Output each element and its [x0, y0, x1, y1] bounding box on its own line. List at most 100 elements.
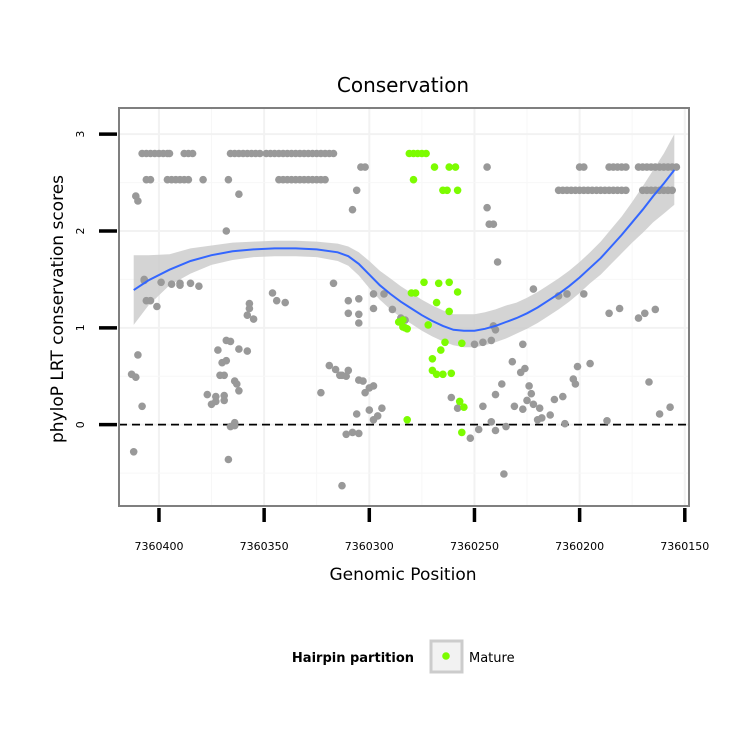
y-axis: 0 1 2 3: [74, 131, 117, 428]
point: [641, 309, 649, 318]
point-mature: [458, 339, 466, 348]
point: [523, 396, 531, 405]
point-mature: [394, 318, 403, 326]
point: [550, 395, 559, 404]
point: [224, 455, 233, 464]
point: [272, 296, 281, 305]
point: [338, 481, 346, 490]
point: [352, 410, 361, 418]
point: [188, 149, 197, 158]
legend: Hairpin partition Mature: [292, 639, 515, 674]
point: [325, 361, 334, 370]
point: [666, 403, 674, 412]
point: [249, 315, 258, 323]
point: [519, 405, 527, 414]
point: [355, 295, 363, 303]
point: [502, 422, 510, 431]
point: [167, 280, 176, 289]
point: [519, 340, 527, 349]
point: [470, 340, 479, 349]
point-mature: [424, 321, 433, 329]
legend-label-mature: Mature: [469, 651, 515, 666]
point: [508, 357, 517, 366]
point: [224, 175, 233, 184]
point: [176, 281, 184, 290]
point: [226, 337, 235, 346]
point-mature: [432, 298, 441, 307]
x-tick-label: 7360250: [450, 540, 499, 553]
point: [546, 411, 554, 419]
point-mature: [455, 397, 464, 406]
point: [348, 428, 357, 437]
confidence-band: [133, 134, 675, 348]
point: [336, 371, 344, 380]
y-tick-label: 0: [74, 421, 87, 428]
point: [603, 417, 611, 425]
point: [622, 186, 630, 195]
point: [634, 314, 643, 322]
point: [321, 175, 329, 184]
confidence-band-area: [133, 134, 675, 348]
point-mature: [443, 186, 451, 195]
point: [134, 351, 142, 359]
point: [529, 285, 538, 293]
point: [281, 298, 290, 307]
point: [479, 338, 487, 347]
point: [220, 391, 228, 400]
point: [535, 404, 544, 413]
point: [483, 203, 491, 212]
point: [561, 419, 569, 428]
point: [533, 416, 542, 424]
point: [361, 163, 369, 171]
point-mature: [432, 370, 441, 379]
point: [199, 175, 207, 184]
x-tick-label: 7360400: [134, 540, 183, 553]
point: [615, 304, 624, 313]
point: [348, 205, 357, 214]
point: [510, 402, 519, 411]
point: [352, 186, 361, 195]
point: [329, 279, 338, 288]
point: [355, 429, 363, 438]
point: [243, 311, 252, 320]
point: [571, 380, 580, 388]
point-mature: [422, 149, 430, 158]
point: [498, 380, 506, 388]
point-mature: [445, 307, 454, 316]
legend-title: Hairpin partition: [292, 651, 414, 666]
smooth-line: [133, 169, 676, 332]
point: [668, 186, 676, 195]
point: [479, 402, 487, 411]
point-mature: [403, 325, 412, 333]
x-tick-label: 7360150: [660, 540, 709, 553]
point: [580, 163, 588, 171]
point: [525, 382, 533, 390]
point: [157, 278, 165, 287]
point: [559, 392, 567, 401]
point-mature: [460, 403, 468, 412]
point: [489, 220, 498, 228]
point: [466, 434, 475, 443]
point-mature: [445, 163, 454, 171]
x-tick-label: 7360350: [240, 540, 289, 553]
point: [378, 404, 386, 413]
point: [474, 425, 483, 434]
point: [203, 390, 212, 399]
point: [487, 336, 496, 345]
point: [235, 387, 243, 395]
point: [329, 149, 338, 158]
y-tick-label: 3: [74, 131, 87, 138]
point: [491, 326, 500, 334]
point: [573, 362, 582, 371]
point: [527, 389, 536, 398]
point: [256, 149, 264, 158]
point-mature: [430, 163, 439, 171]
point: [222, 227, 231, 235]
point: [483, 163, 491, 171]
point: [365, 406, 374, 414]
chart-title: Conservation: [337, 73, 469, 97]
point: [153, 302, 161, 311]
point: [369, 382, 378, 390]
point-mature: [403, 416, 412, 424]
point: [487, 418, 496, 426]
